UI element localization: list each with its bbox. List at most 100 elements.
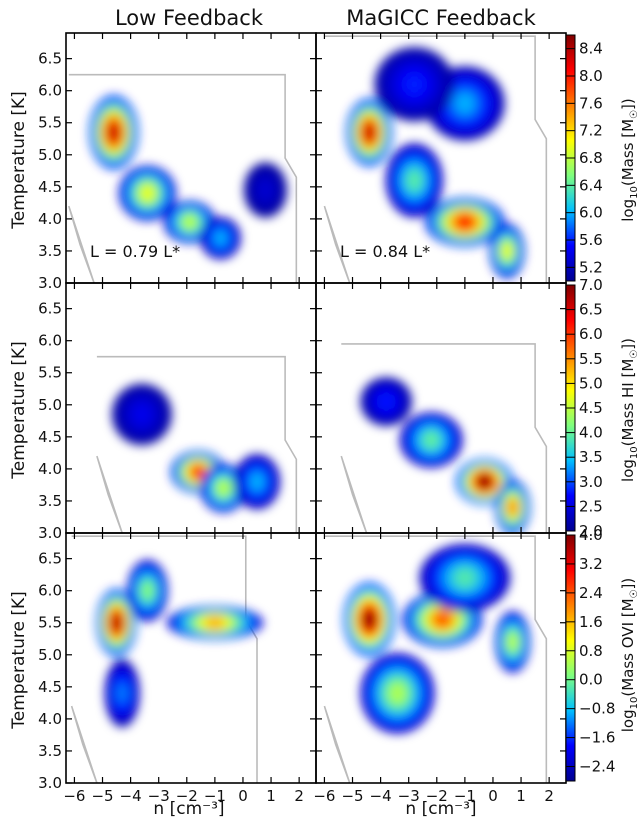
colorbar-tick-label: 0.0 (579, 671, 603, 689)
colorbar-tick-label: 2.4 (579, 584, 603, 602)
y-axis-label-row3: Temperature [K] (9, 591, 29, 730)
colorbar-tick-label: 4.0 (579, 424, 603, 442)
gas-outline-contour (70, 535, 258, 783)
x-tick-label: −6 (313, 787, 335, 805)
colorbar-tick-label: −0.8 (579, 700, 615, 718)
y-tick-label: 4.5 (38, 678, 62, 696)
y-axis-label-row2: Temperature [K] (9, 341, 29, 480)
colorbar-tick-label: 5.0 (579, 374, 603, 392)
x-tick-label: −6 (63, 787, 85, 805)
panel-frame (65, 282, 317, 534)
x-tick-label: −1 (454, 787, 476, 805)
colorbar-tick-label: 6.0 (579, 325, 603, 343)
gas-outline-contour (96, 355, 298, 533)
colorbar-label-hi: log10(Mass HI [M☉]) (619, 338, 640, 482)
colorbar-tick-label: 1.6 (579, 613, 603, 631)
density-blob (141, 581, 154, 600)
colorbar-tick-label: 6.4 (579, 176, 603, 194)
colorbar-tick-label: 3.0 (579, 473, 603, 491)
density-blob (379, 393, 393, 410)
density-blob (507, 499, 519, 516)
colorbar-tick-label: 6.8 (579, 149, 603, 167)
colorbar-tick-label: 7.6 (579, 94, 603, 112)
colorbar-label-mass: log10(Mass [M☉]) (619, 98, 640, 221)
x-tick-label: −2 (426, 787, 448, 805)
y-tick-label: 4.5 (38, 178, 62, 196)
y-tick-label: 3.5 (38, 492, 62, 510)
density-blob (116, 684, 128, 703)
y-tick-label: 4.0 (38, 210, 62, 228)
density-blob (405, 74, 423, 94)
colorbar-tick-label: −2.4 (579, 758, 615, 776)
heatmap-panel (340, 343, 548, 533)
x-tick-label: −1 (204, 787, 226, 805)
heatmap-panel (96, 355, 298, 533)
density-blob (407, 170, 422, 191)
density-blob (363, 123, 376, 142)
density-blob (205, 615, 225, 630)
y-tick-label: 5.5 (38, 114, 62, 132)
density-blob (477, 474, 492, 490)
y-axis-label-row1: Temperature [K] (9, 91, 29, 230)
y-tick-label: 6.0 (38, 582, 62, 600)
density-blob (507, 633, 519, 651)
colorbar-tick-label: 6.0 (579, 204, 603, 222)
text-layer: Low Feedback MaGICC Feedback n [cm⁻³] n … (9, 6, 640, 819)
x-axis-label-right: n [cm⁻³] (405, 799, 476, 819)
density-blob (191, 464, 205, 480)
x-axis-label-left: n [cm⁻³] (153, 799, 224, 819)
density-blob (456, 214, 474, 230)
y-tick-label: 4.5 (38, 428, 62, 446)
colorbar (565, 534, 576, 782)
density-blob (501, 242, 513, 260)
y-tick-label: 3.5 (38, 742, 62, 760)
density-blob (259, 181, 272, 199)
y-tick-label: 6.0 (38, 332, 62, 350)
colorbar-tick-label: −1.6 (579, 729, 615, 747)
colorbar-tick-label: 8.0 (579, 67, 603, 85)
x-tick-label: 2 (544, 787, 554, 805)
x-tick-label: 1 (516, 787, 526, 805)
heatmap-panel (70, 535, 264, 783)
luminosity-annotation-low: L = 0.79 L* (90, 242, 180, 261)
density-blob (110, 613, 123, 632)
density-blob (107, 122, 121, 143)
y-tick-label: 3.0 (38, 524, 62, 542)
luminosity-annotation-magicc: L = 0.84 L* (340, 242, 430, 261)
column-title-right: MaGICC Feedback (346, 6, 536, 30)
y-tick-label: 6.5 (38, 50, 62, 68)
y-tick-label: 4.0 (38, 460, 62, 478)
colorbar-tick-label: 3.5 (579, 448, 603, 466)
y-tick-label: 4.0 (38, 710, 62, 728)
colorbar-tick-label: 8.4 (579, 40, 603, 58)
x-tick-label: −5 (91, 787, 113, 805)
y-tick-label: 5.0 (38, 646, 62, 664)
y-tick-label: 6.5 (38, 550, 62, 568)
y-tick-label: 6.0 (38, 82, 62, 100)
density-blob (423, 431, 439, 449)
density-blob (134, 405, 150, 424)
colorbar-tick-label: 5.5 (579, 350, 603, 368)
colorbar-tick-label: 2.0 (579, 522, 603, 540)
x-tick-label: 1 (266, 787, 276, 805)
heatmap-layer (68, 35, 548, 783)
x-tick-label: 2 (294, 787, 304, 805)
density-blob (362, 609, 376, 630)
y-tick-label: 3.0 (38, 274, 62, 292)
axes-layer: 3.0 3.5 4.0 4.5 5.0 5.5 6.0 6.5 3.0 3.5 4.0 4.5 5.0 5… (38, 32, 615, 805)
x-tick-label: 0 (488, 787, 498, 805)
density-blob (250, 473, 264, 491)
x-tick-label: −3 (148, 787, 170, 805)
colorbar-tick-label: 4.5 (579, 399, 603, 417)
heatmap-panel (323, 535, 548, 783)
colorbar-tick-label: 0.8 (579, 642, 603, 660)
density-blob (214, 230, 227, 246)
heatmap-panel (323, 35, 548, 283)
density-blob (456, 93, 474, 114)
y-tick-label: 3.5 (38, 242, 62, 260)
density-blob (183, 214, 197, 230)
gas-outline-contour (340, 343, 548, 533)
density-blob (433, 611, 451, 628)
colorbar-tick-label: 7.0 (579, 276, 603, 294)
